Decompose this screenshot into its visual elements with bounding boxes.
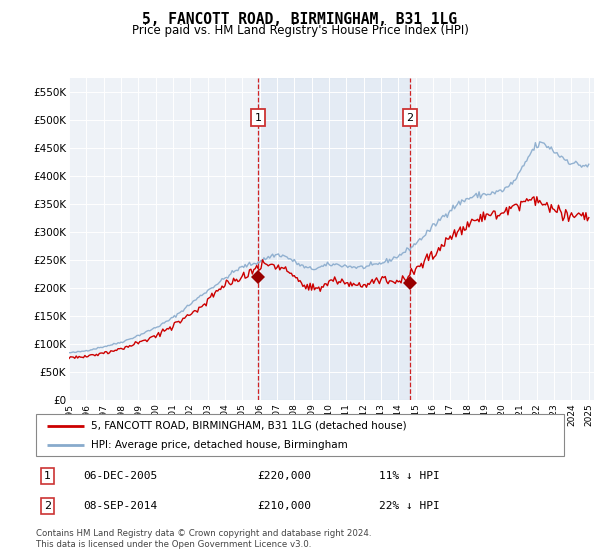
Text: 08-SEP-2014: 08-SEP-2014 (83, 501, 158, 511)
Text: 06-DEC-2005: 06-DEC-2005 (83, 471, 158, 481)
Text: £210,000: £210,000 (258, 501, 312, 511)
Text: 1: 1 (255, 113, 262, 123)
Text: 1: 1 (44, 471, 51, 481)
Text: 5, FANCOTT ROAD, BIRMINGHAM, B31 1LG: 5, FANCOTT ROAD, BIRMINGHAM, B31 1LG (143, 12, 458, 27)
FancyBboxPatch shape (36, 414, 564, 456)
Text: Contains HM Land Registry data © Crown copyright and database right 2024.
This d: Contains HM Land Registry data © Crown c… (36, 529, 371, 549)
Text: 5, FANCOTT ROAD, BIRMINGHAM, B31 1LG (detached house): 5, FANCOTT ROAD, BIRMINGHAM, B31 1LG (de… (91, 421, 407, 431)
Text: 2: 2 (44, 501, 51, 511)
Text: 2: 2 (406, 113, 413, 123)
Text: 11% ↓ HPI: 11% ↓ HPI (379, 471, 440, 481)
Text: HPI: Average price, detached house, Birmingham: HPI: Average price, detached house, Birm… (91, 440, 348, 450)
Text: Price paid vs. HM Land Registry's House Price Index (HPI): Price paid vs. HM Land Registry's House … (131, 24, 469, 37)
Bar (258, 78, 410, 400)
Text: £220,000: £220,000 (258, 471, 312, 481)
Text: 22% ↓ HPI: 22% ↓ HPI (379, 501, 440, 511)
